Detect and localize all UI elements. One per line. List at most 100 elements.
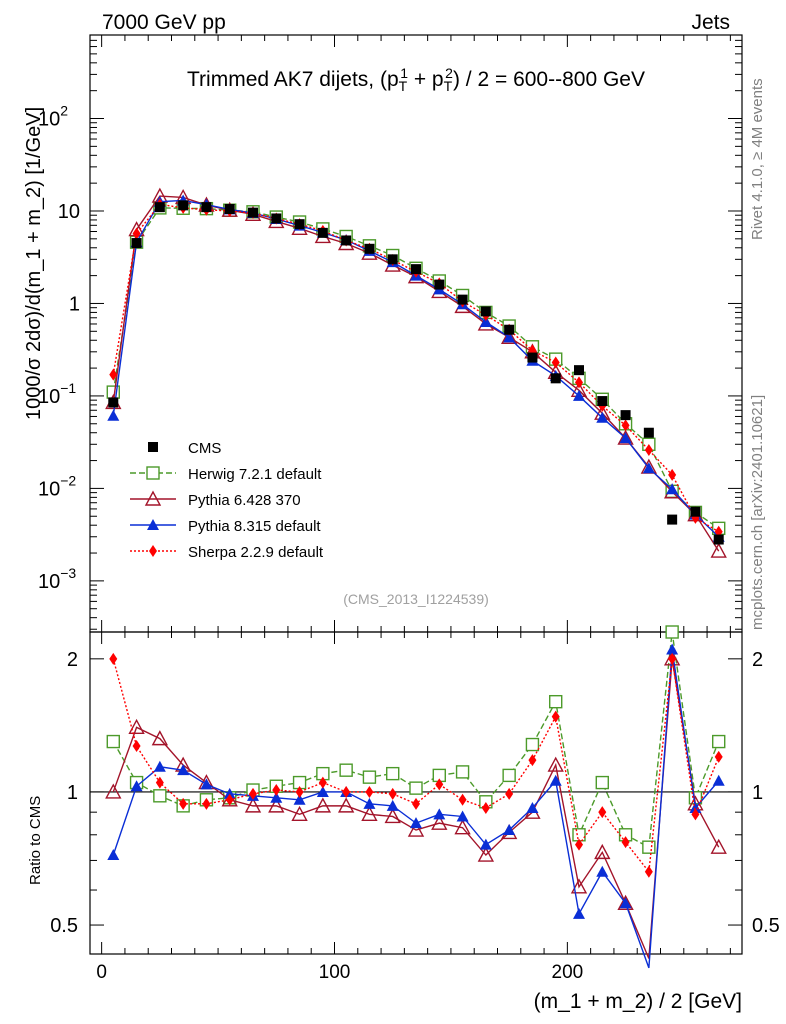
ratio-y-tick-label-right: 1	[752, 782, 763, 804]
ratio-series-pythia-8-315-default	[107, 643, 725, 969]
ratio-point	[479, 838, 492, 850]
data-point	[642, 462, 655, 474]
data-point	[341, 235, 352, 246]
ratio-point	[505, 787, 514, 800]
data-point	[132, 227, 141, 240]
ratio-point	[132, 740, 141, 753]
data-point	[224, 204, 235, 215]
y-tick-label: 10−1	[38, 380, 76, 408]
ratio-point	[551, 710, 560, 723]
data-point	[504, 324, 515, 335]
ratio-point	[431, 814, 448, 830]
data-point	[667, 514, 678, 525]
ratio-point	[179, 797, 188, 810]
process-label: Jets	[691, 11, 730, 34]
ratio-point	[549, 774, 562, 786]
ratio-point	[153, 760, 166, 772]
ratio-point	[339, 763, 353, 777]
data-point	[573, 389, 585, 401]
ratio-point	[386, 799, 399, 811]
data-point	[710, 542, 727, 558]
ratio-point	[128, 718, 145, 735]
ratio-point	[151, 730, 169, 746]
ratio-point	[293, 793, 306, 805]
data-point	[597, 396, 608, 407]
ratio-series-sherpa-2-2-9-default	[109, 652, 723, 878]
marker-filled-diamond	[149, 545, 157, 557]
ratio-point	[575, 838, 583, 851]
ratio-y-tick-label: 2	[67, 649, 78, 671]
data-point	[411, 264, 421, 275]
series-herwig-7-2-1-default	[106, 201, 726, 536]
ratio-y-tick-label: 1	[67, 782, 78, 804]
ratio-point	[528, 754, 537, 767]
ratio-point	[712, 734, 726, 749]
legend-label: Pythia 8.315 default	[188, 518, 321, 535]
ratio-point	[595, 775, 609, 790]
data-point	[500, 328, 518, 345]
ratio-point	[502, 768, 516, 783]
ratio-point	[525, 737, 540, 752]
data-point	[271, 213, 282, 224]
ratio-point	[710, 838, 727, 854]
main-plot-frame	[89, 34, 743, 633]
ratio-point	[594, 843, 611, 860]
ratio-point	[666, 643, 679, 655]
ratio-point	[314, 797, 332, 813]
legend-entry: Sherpa 2.2.9 default	[130, 544, 324, 561]
data-point	[108, 397, 119, 408]
ratio-point	[689, 801, 702, 813]
ratio-point	[621, 836, 630, 849]
legend-entry: CMS	[148, 440, 221, 457]
ratio-y-axis-label: Ratio to CMS	[27, 796, 44, 885]
data-point	[620, 410, 631, 421]
ratio-point	[526, 801, 539, 813]
y-tick-label: 10−2	[38, 472, 76, 500]
legend-entry: Pythia 6.428 370	[130, 490, 301, 509]
marker-open-square	[146, 466, 160, 480]
ratio-point	[272, 784, 281, 797]
y-tick-label: 1	[69, 293, 80, 315]
ratio-point	[155, 776, 164, 789]
ratio-point	[668, 652, 677, 665]
data-point	[644, 444, 653, 457]
data-point	[666, 483, 679, 495]
energy-label: 7000 GeV pp	[102, 11, 226, 34]
ratio-point	[714, 750, 723, 763]
ratio-point	[249, 787, 257, 800]
data-point	[643, 427, 654, 438]
data-point	[619, 432, 632, 444]
mcplots-citation: mcplots.cern.ch [arXiv:2401.10621]	[749, 395, 766, 630]
ratio-point	[477, 846, 495, 862]
data-point	[387, 254, 398, 265]
data-point	[574, 365, 584, 376]
x-tick-label: 200	[552, 962, 584, 983]
ratio-point	[177, 764, 190, 776]
ratio-point	[412, 797, 420, 810]
ratio-y-tick-label-right: 0.5	[752, 915, 780, 937]
ratio-point	[318, 776, 327, 789]
data-point	[503, 331, 516, 343]
rivet-version-note: Rivet 4.1.0, ≥ 4M events	[749, 78, 766, 240]
x-tick-label: 100	[319, 962, 351, 983]
ratio-point	[361, 805, 378, 822]
marker-filled-square	[148, 442, 158, 452]
ratio-point	[435, 778, 444, 791]
ratio-point	[337, 797, 355, 813]
ratio-point	[549, 694, 563, 709]
ratio-plot-frame	[89, 631, 743, 955]
data-point	[457, 294, 468, 305]
legend-label: Sherpa 2.2.9 default	[188, 544, 324, 561]
legend-label: Pythia 6.428 370	[188, 492, 301, 509]
ratio-point	[107, 849, 120, 861]
data-point	[109, 368, 118, 381]
ratio-point	[363, 797, 376, 809]
data-point	[479, 316, 492, 328]
ratio-point	[619, 897, 632, 909]
data-point	[178, 200, 189, 211]
ratio-point	[105, 783, 122, 799]
y-tick-label: 10	[58, 201, 80, 223]
ratio-point	[573, 907, 585, 919]
ratio-point	[456, 810, 469, 822]
ratio-point	[596, 865, 609, 877]
